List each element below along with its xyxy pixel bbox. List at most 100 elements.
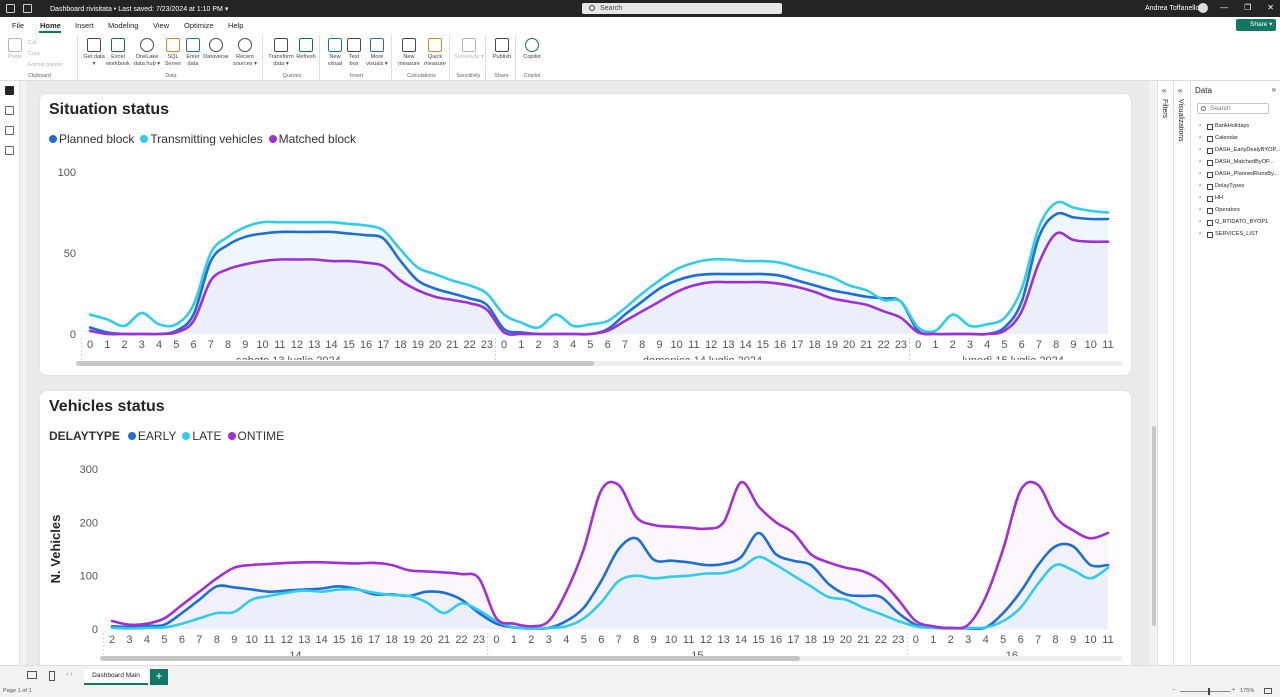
tab-help[interactable]: Help (228, 21, 244, 30)
new-visual-button[interactable]: New visual (325, 38, 345, 67)
canvas-vertical-scrollbar[interactable] (1151, 81, 1157, 665)
vehicles-horizontal-scrollbar[interactable] (100, 656, 1123, 661)
report-canvas[interactable]: Situation status Planned block Transmitt… (26, 81, 1149, 665)
save-icon[interactable] (6, 4, 15, 13)
expand-chevron-icon[interactable]: › (1199, 147, 1201, 153)
data-table-item[interactable]: › DASH_PlannedRunsBy... (1199, 169, 1280, 181)
tab-view[interactable]: View (153, 21, 170, 30)
tab-home[interactable]: Home (40, 21, 61, 30)
data-table-item[interactable]: › Q_RTIDATO_BYOP1 (1199, 217, 1280, 229)
tab-optimize[interactable]: Optimize (184, 21, 214, 30)
get-data-button[interactable]: Get data ▾ (83, 38, 105, 67)
desktop-layout-icon[interactable] (27, 671, 37, 679)
expand-chevron-icon[interactable]: « (1178, 86, 1183, 95)
canvas-scroll-thumb[interactable] (1152, 426, 1156, 626)
enter-data-button[interactable]: Enter data (184, 38, 202, 67)
expand-chevron-icon[interactable]: › (1199, 195, 1201, 201)
format-painter-button[interactable]: Format painter (28, 62, 63, 68)
filters-pane-collapsed[interactable]: « Filters (1157, 81, 1173, 665)
minimize-button[interactable]: — (1220, 3, 1229, 12)
onelake-button[interactable]: OneLake data hub ▾ (133, 38, 161, 67)
visualizations-pane-collapsed[interactable]: « Visualizations (1173, 81, 1190, 665)
publish-button[interactable]: Publish (491, 38, 513, 61)
recent-sources-button[interactable]: Recent sources ▾ (231, 38, 259, 67)
sensitivity-button[interactable]: Sensitivity ▾ (454, 38, 484, 61)
visualizations-label[interactable]: Visualizations (1177, 99, 1184, 142)
paste-button[interactable]: Paste (5, 38, 25, 61)
mobile-layout-icon[interactable] (49, 671, 55, 681)
table-view-icon[interactable] (5, 106, 14, 115)
vehicles-scroll-thumb[interactable] (100, 656, 800, 661)
zoom-slider[interactable] (1180, 691, 1230, 692)
model-view-icon[interactable] (5, 126, 14, 135)
series-line-transmitting-vehicles[interactable] (88, 200, 1110, 334)
tab-insert[interactable]: Insert (75, 21, 94, 30)
data-search-input[interactable]: Search (1197, 103, 1269, 114)
excel-workbook-button[interactable]: Excel workbook (105, 38, 131, 67)
zoom-slider-handle[interactable] (1208, 688, 1210, 695)
copy-button[interactable]: Copy (28, 51, 41, 57)
expand-chevron-icon[interactable]: › (1199, 183, 1201, 189)
page-nav-arrows[interactable]: ‹ › (66, 671, 73, 678)
expand-chevron-icon[interactable]: › (1199, 207, 1201, 213)
data-table-item[interactable]: › HH (1199, 193, 1280, 205)
data-table-item[interactable]: › Calendar (1199, 133, 1280, 145)
document-title[interactable]: Dashboard rivisitata • Last saved: 7/23/… (50, 6, 229, 13)
collapse-chevron-icon[interactable]: » (1271, 85, 1276, 94)
tab-file[interactable]: File (12, 21, 25, 30)
avatar[interactable] (1198, 3, 1208, 13)
legend-early[interactable]: EARLY (127, 429, 176, 443)
page-tab-dashboard-main[interactable]: Dashboard Main (84, 669, 148, 685)
expand-chevron-icon[interactable]: › (1199, 219, 1201, 225)
close-button[interactable]: ✕ (1267, 3, 1274, 12)
expand-chevron-icon[interactable]: › (1199, 159, 1201, 165)
legend-ontime[interactable]: ONTIME (227, 429, 284, 443)
legend-matched-block[interactable]: Matched block (268, 132, 356, 146)
copilot-button[interactable]: Copilot (520, 38, 544, 61)
report-view-icon[interactable] (5, 86, 14, 95)
tab-modeling[interactable]: Modeling (108, 21, 139, 30)
legend-planned-block[interactable]: Planned block (49, 132, 134, 146)
x-tick-label: 22 (455, 634, 467, 646)
refresh-button[interactable]: Refresh (295, 38, 317, 61)
situation-scroll-thumb[interactable] (76, 361, 594, 366)
cut-button[interactable]: Cut (28, 40, 37, 46)
text-box-button[interactable]: Text box (345, 38, 363, 67)
quick-measure-button[interactable]: Quick measure (422, 38, 448, 67)
expand-chevron-icon[interactable]: « (1162, 86, 1167, 95)
zoom-in-button[interactable]: + (1232, 687, 1236, 693)
share-button[interactable]: Share ▾ (1236, 19, 1276, 31)
situation-horizontal-scrollbar[interactable] (76, 361, 1123, 366)
data-table-item[interactable]: › DASH_MatchedByOP... (1199, 157, 1280, 169)
sql-server-button[interactable]: SQL Server (163, 38, 183, 67)
data-table-item[interactable]: › DelayTypes (1199, 181, 1280, 193)
data-table-item[interactable]: › Operators (1199, 205, 1280, 217)
situation-status-visual[interactable]: Situation status Planned block Transmitt… (39, 93, 1132, 376)
zoom-out-button[interactable]: − (1172, 687, 1176, 693)
add-page-button[interactable]: + (150, 669, 168, 685)
data-table-item[interactable]: › BankHolidays (1199, 121, 1280, 133)
restore-button[interactable]: ❐ (1244, 3, 1252, 12)
filters-label[interactable]: Filters (1161, 99, 1168, 119)
expand-chevron-icon[interactable]: › (1199, 123, 1201, 129)
undo-icon[interactable] (23, 4, 32, 13)
user-name[interactable]: Andrea Toffanello (1145, 5, 1200, 12)
expand-chevron-icon[interactable]: › (1199, 135, 1201, 141)
more-visuals-button[interactable]: More visuals ▾ (364, 38, 390, 67)
expand-chevron-icon[interactable]: › (1199, 171, 1201, 177)
fit-to-page-icon[interactable] (1264, 688, 1272, 694)
series-line-matched-block[interactable] (88, 231, 1110, 336)
dataverse-button[interactable]: Dataverse (202, 38, 230, 61)
legend-transmitting-vehicles[interactable]: Transmitting vehicles (140, 132, 263, 146)
data-table-item[interactable]: › SERVICES_LIST (1199, 229, 1280, 241)
title-search-box[interactable]: Search (582, 3, 782, 14)
new-measure-button[interactable]: New measure (396, 38, 422, 67)
transform-data-button[interactable]: Transform data ▾ (267, 38, 295, 67)
expand-chevron-icon[interactable]: › (1199, 231, 1201, 237)
dax-query-view-icon[interactable] (5, 146, 14, 155)
zoom-level[interactable]: 175% (1240, 688, 1255, 694)
vehicles-status-visual[interactable]: Vehicles status DELAYTYPE EARLY LATE ONT… (39, 390, 1132, 665)
legend-late[interactable]: LATE (182, 429, 222, 443)
data-table-item[interactable]: › DASH_EarlyDealyBYOP... (1199, 145, 1280, 157)
series-line-ontime[interactable] (110, 480, 1110, 630)
